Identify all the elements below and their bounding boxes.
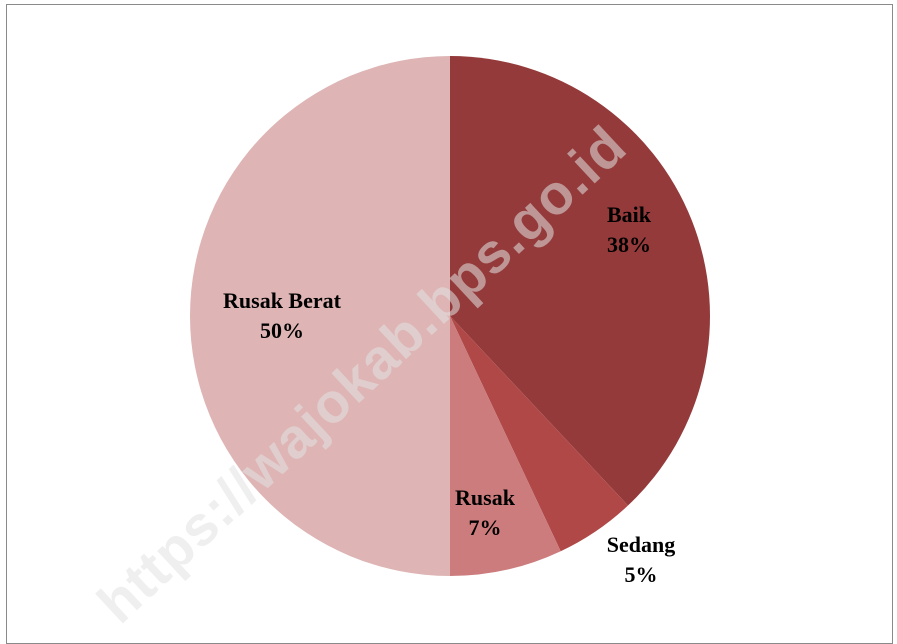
pie-slices — [190, 56, 711, 576]
pie-slice-baik — [450, 56, 711, 506]
pie-labels: Baik 38% Sedang 5% Rusak 7% Rusak Berat 50% — [223, 202, 675, 587]
pie-chart: https://wajokab.bps.go.id Baik38%Sedang5… — [85, 56, 711, 626]
slice-value-baik: 38% — [607, 232, 651, 257]
pie-slice-rusak-berat — [190, 56, 450, 576]
slice-label-rusak: Rusak — [455, 485, 516, 510]
slice-label-sedang: Sedang — [607, 532, 675, 557]
slice-label-baik: Baik — [607, 202, 652, 227]
slice-value-rusak-berat: 50% — [260, 318, 304, 343]
pie-slice-sedang — [450, 316, 628, 552]
slice-label-rusak-berat: Rusak Berat — [223, 288, 342, 313]
slice-value-sedang: 5% — [625, 562, 658, 587]
slice-value-rusak: 7% — [469, 515, 502, 540]
pie-slice-rusak — [450, 316, 561, 576]
